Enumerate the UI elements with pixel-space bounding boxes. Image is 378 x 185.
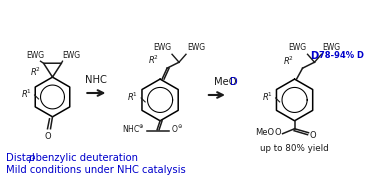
Text: Distal: Distal — [6, 152, 37, 162]
Text: O: O — [310, 131, 316, 140]
Text: MeO: MeO — [214, 77, 236, 87]
Text: D: D — [310, 51, 319, 61]
Text: MeO: MeO — [256, 128, 275, 137]
Text: R$^1$: R$^1$ — [262, 91, 273, 103]
Text: R$^2$: R$^2$ — [148, 54, 159, 66]
Text: NHC$^{\oplus}$: NHC$^{\oplus}$ — [122, 124, 144, 135]
Text: O: O — [275, 128, 282, 137]
Text: EWG: EWG — [288, 43, 307, 52]
Text: 78-94% D: 78-94% D — [319, 51, 364, 60]
Text: O$^{\ominus}$: O$^{\ominus}$ — [171, 124, 183, 135]
Text: NHC: NHC — [85, 75, 107, 85]
Text: EWG: EWG — [153, 43, 171, 52]
Text: O: O — [44, 132, 51, 141]
Text: R$^1$: R$^1$ — [127, 91, 138, 103]
Text: p: p — [28, 152, 34, 162]
Text: R$^1$: R$^1$ — [20, 88, 32, 100]
Text: -benzylic deuteration: -benzylic deuteration — [32, 152, 138, 162]
Text: Mild conditions under NHC catalysis: Mild conditions under NHC catalysis — [6, 165, 186, 175]
Text: EWG: EWG — [187, 43, 205, 52]
Text: EWG: EWG — [26, 51, 45, 60]
Text: D: D — [230, 77, 238, 87]
Text: up to 80% yield: up to 80% yield — [260, 144, 329, 153]
Text: R$^2$: R$^2$ — [282, 55, 294, 67]
Text: EWG: EWG — [62, 51, 81, 60]
Text: EWG: EWG — [322, 43, 341, 52]
Text: R$^2$: R$^2$ — [31, 65, 42, 78]
